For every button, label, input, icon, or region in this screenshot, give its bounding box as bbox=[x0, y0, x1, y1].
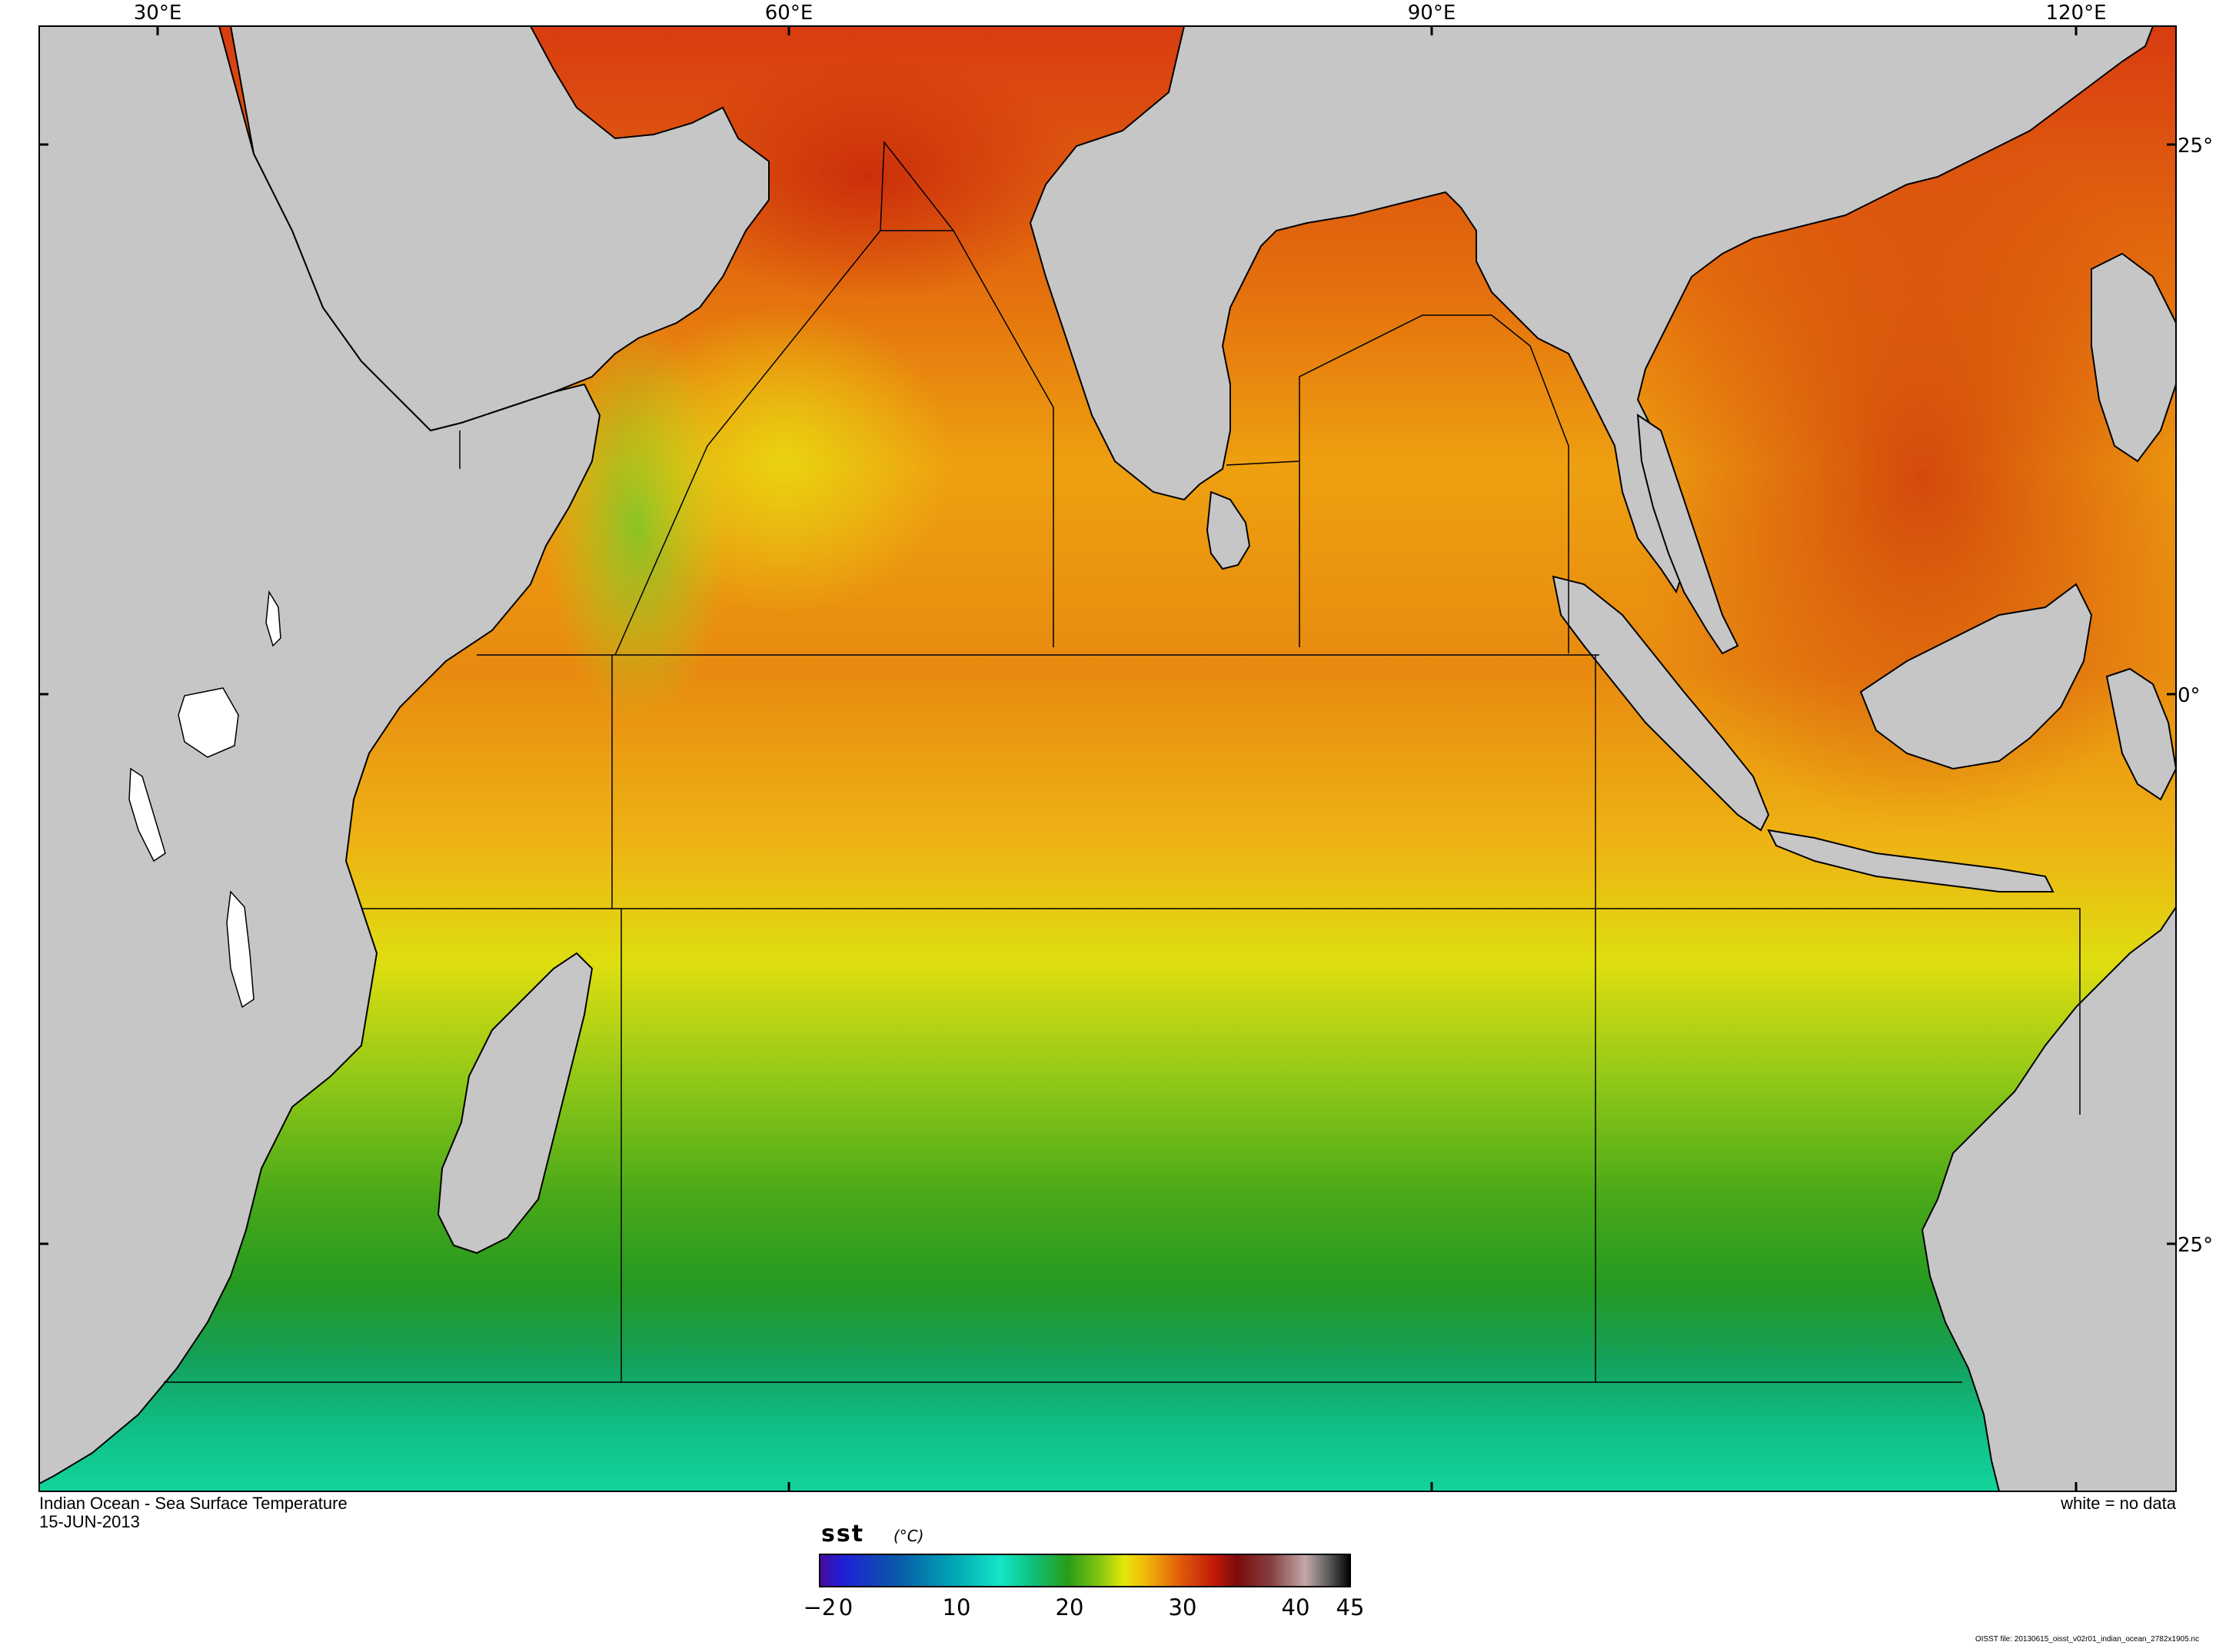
madagascar bbox=[437, 952, 594, 1255]
region-gulf bbox=[459, 140, 954, 469]
axis-ticks bbox=[39, 26, 2176, 1491]
lon-label-60e: 60°E bbox=[764, 2, 814, 25]
colorbar-tick: 20 bbox=[1055, 1594, 1084, 1620]
no-data-lake-tanganyika bbox=[128, 767, 166, 863]
region-arabian-sea bbox=[614, 230, 1054, 656]
colorbar-tick: 45 bbox=[1336, 1594, 1365, 1620]
colorbar-tick: 30 bbox=[1168, 1594, 1197, 1620]
map-frame bbox=[38, 25, 2177, 1492]
land bbox=[39, 26, 2176, 1491]
colorbar-units: (°C) bbox=[893, 1527, 924, 1545]
map-date: 15-JUN-2013 bbox=[39, 1512, 140, 1531]
colorbar-bar bbox=[819, 1554, 1351, 1587]
no-data-lake-malawi bbox=[226, 890, 255, 1009]
region-bengal-west bbox=[1226, 460, 1300, 466]
java bbox=[1767, 829, 2055, 892]
colorbar-tick: 10 bbox=[942, 1594, 971, 1620]
arabian-peninsula-landmass bbox=[229, 26, 770, 432]
region-central-west bbox=[611, 655, 622, 1382]
region-mid-boundary bbox=[361, 908, 2081, 1115]
colorbar-tick: 0 bbox=[838, 1594, 853, 1620]
colorbar-tick: −2 bbox=[803, 1594, 837, 1620]
borneo bbox=[1859, 583, 2093, 770]
region-bay-of-bengal bbox=[1299, 314, 1569, 653]
warm-pool-arabian-sea bbox=[654, 54, 1084, 300]
no-data-lake-victoria bbox=[178, 687, 239, 758]
australia bbox=[1921, 906, 2176, 1491]
cool-tongue-arabian-sea bbox=[615, 307, 953, 615]
no-data-note: white = no data bbox=[2061, 1494, 2176, 1513]
sumatra bbox=[1552, 575, 1770, 832]
philippines bbox=[2091, 252, 2176, 463]
sulawesi bbox=[2105, 667, 2176, 801]
lon-label-90e: 90°E bbox=[1407, 2, 1456, 25]
iran-pakistan-landmass bbox=[531, 26, 2154, 594]
map-title: Indian Ocean - Sea Surface Temperature bbox=[39, 1494, 348, 1513]
no-data-areas bbox=[128, 590, 281, 1009]
no-data-lake-turkana bbox=[265, 590, 281, 647]
file-footnote: OISST file: 20130615_oisst_v02r01_indian… bbox=[1975, 1635, 2199, 1644]
malay-peninsula bbox=[1636, 414, 1739, 655]
region-boundaries bbox=[164, 140, 2081, 1383]
colorbar-tick: 40 bbox=[1281, 1594, 1310, 1620]
sri-lanka bbox=[1206, 490, 1251, 570]
colorbar-variable: sst bbox=[821, 1521, 865, 1547]
lon-label-120e: 120°E bbox=[2045, 2, 2107, 25]
lon-label-30e: 30°E bbox=[133, 2, 182, 25]
colorbar bbox=[819, 1554, 1351, 1587]
lat-label-25n: 25° bbox=[2178, 135, 2214, 158]
lat-label-0: 0° bbox=[2178, 684, 2201, 707]
map-panel bbox=[39, 26, 2176, 1491]
lat-label-25s: 25° bbox=[2178, 1234, 2214, 1257]
